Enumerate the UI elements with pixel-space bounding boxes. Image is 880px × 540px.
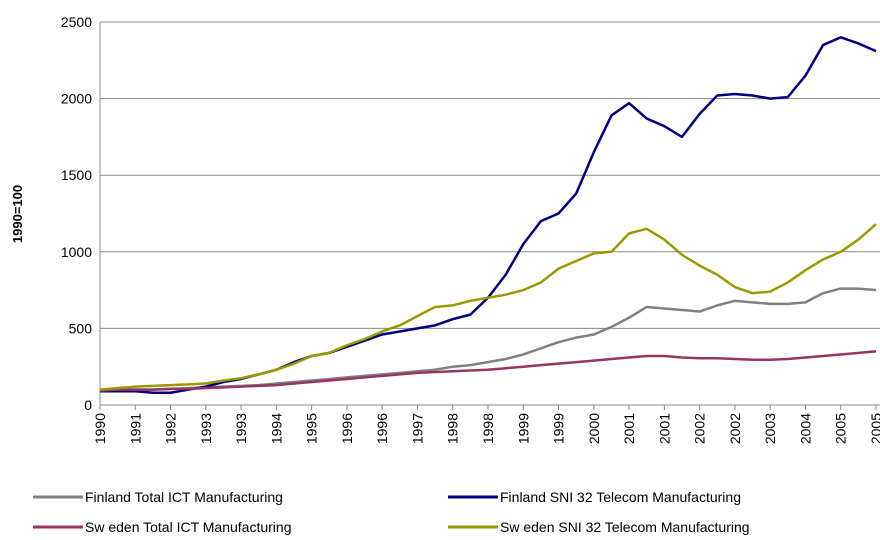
x-tick-label: 2002 xyxy=(727,413,743,444)
x-tick-label: 1992 xyxy=(163,413,179,444)
line-series xyxy=(99,287,877,392)
y-tick-label: 500 xyxy=(69,320,93,336)
x-tick-label: 1999 xyxy=(515,413,531,444)
x-tick-label: 1998 xyxy=(445,413,461,444)
legend-label: Finland SNI 32 Telecom Manufacturing xyxy=(500,489,741,505)
x-tick-label: 2001 xyxy=(621,413,637,444)
x-tick-label: 1999 xyxy=(551,413,567,444)
x-tick-label: 1993 xyxy=(198,413,214,444)
legend-label: Sw eden SNI 32 Telecom Manufacturing xyxy=(500,519,750,535)
x-tick-label: 2005 xyxy=(868,413,880,444)
y-tick-label: 1500 xyxy=(61,167,92,183)
x-tick-label: 1993 xyxy=(233,413,249,444)
y-axis-label: 1990=100 xyxy=(10,185,25,243)
x-tick-label: 1991 xyxy=(127,413,143,444)
line-series xyxy=(99,223,877,391)
line-series xyxy=(100,36,877,394)
x-tick-label: 1998 xyxy=(480,413,496,444)
x-tick-label: 2002 xyxy=(692,413,708,444)
x-tick-label: 1994 xyxy=(268,413,284,444)
legend-label: Sw eden Total ICT Manufacturing xyxy=(85,519,292,535)
y-tick-label: 0 xyxy=(84,397,92,413)
x-tick-label: 1996 xyxy=(339,413,355,444)
y-tick-label: 1000 xyxy=(61,244,92,260)
x-tick-label: 2000 xyxy=(586,413,602,444)
x-tick-label: 2004 xyxy=(797,413,813,444)
x-tick-label: 1990 xyxy=(92,413,108,444)
y-tick-label: 2000 xyxy=(61,91,92,107)
x-tick-label: 1996 xyxy=(374,413,390,444)
line-series xyxy=(99,350,877,392)
legend-label: Finland Total ICT Manufacturing xyxy=(85,489,283,505)
x-tick-label: 2001 xyxy=(656,413,672,444)
x-tick-label: 2003 xyxy=(762,413,778,444)
y-tick-label: 2500 xyxy=(61,14,92,30)
x-tick-label: 2005 xyxy=(833,413,849,444)
x-tick-label: 1995 xyxy=(304,413,320,444)
x-tick-label: 1997 xyxy=(409,413,425,444)
